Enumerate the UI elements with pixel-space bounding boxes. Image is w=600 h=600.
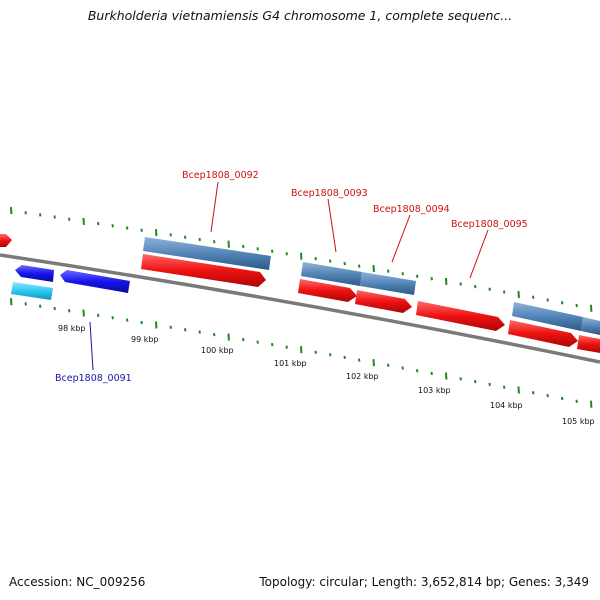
label-bcep1808-0092[interactable]: Bcep1808_0092 [182, 170, 259, 181]
label-bcep1808-0093[interactable]: Bcep1808_0093 [291, 188, 368, 199]
cds-bcep1808-0094[interactable] [355, 290, 412, 313]
cds-bcep1808-0097[interactable] [577, 335, 600, 353]
gene-bcep1808-0096[interactable] [512, 302, 583, 331]
accession-text: Accession: NC_009256 [9, 575, 146, 589]
cds-bcep1808-0093[interactable] [298, 279, 357, 302]
scale-label-99kbp: 99 kbp [131, 335, 159, 344]
cds-partial-forward[interactable] [0, 234, 12, 247]
label-bcep1808-0095[interactable]: Bcep1808_0095 [451, 219, 528, 230]
outer-tick-row [10, 207, 593, 312]
scale-label-102kbp: 102 kbp [346, 372, 379, 381]
cds-bcep1808-0091[interactable] [60, 270, 130, 293]
gene-bcep1808-0092[interactable] [143, 237, 271, 270]
scale-labels: 98 kbp 99 kbp 100 kbp 101 kbp 102 kbp 10… [58, 324, 595, 426]
genome-backbone [0, 253, 600, 364]
genome-summary-text: Topology: circular; Length: 3,652,814 bp… [259, 575, 589, 589]
gene-bcep1808-0093[interactable] [301, 262, 362, 286]
leader-line-0091 [89, 321, 94, 371]
cds-bcep1808-0092[interactable] [141, 254, 266, 287]
label-bcep1808-0091[interactable]: Bcep1808_0091 [55, 373, 132, 384]
leader-line-0092 [210, 181, 219, 233]
scale-label-104kbp: 104 kbp [490, 401, 523, 410]
cds-bcep1808-0095[interactable] [416, 301, 505, 331]
gene-reverse[interactable] [11, 282, 53, 300]
gene-bcep1808-0097[interactable] [581, 317, 600, 335]
leader-line-0094 [391, 214, 411, 263]
scale-label-101kbp: 101 kbp [274, 359, 307, 368]
leader-line-0095 [469, 229, 489, 279]
leader-line-0093 [327, 198, 337, 253]
map-title: Burkholderia vietnamiensis G4 chromosome… [87, 8, 513, 23]
scale-label-103kbp: 103 kbp [418, 386, 451, 395]
inner-tick-row [10, 298, 593, 408]
cds-bcep1808-0096[interactable] [508, 320, 578, 347]
gene-bcep1808-0094[interactable] [360, 272, 416, 295]
scale-label-100kbp: 100 kbp [201, 346, 234, 355]
scale-label-98kbp: 98 kbp [58, 324, 86, 333]
scale-label-105kbp: 105 kbp [562, 417, 595, 426]
cds-reverse-small[interactable] [15, 265, 54, 282]
label-bcep1808-0094[interactable]: Bcep1808_0094 [373, 204, 450, 215]
